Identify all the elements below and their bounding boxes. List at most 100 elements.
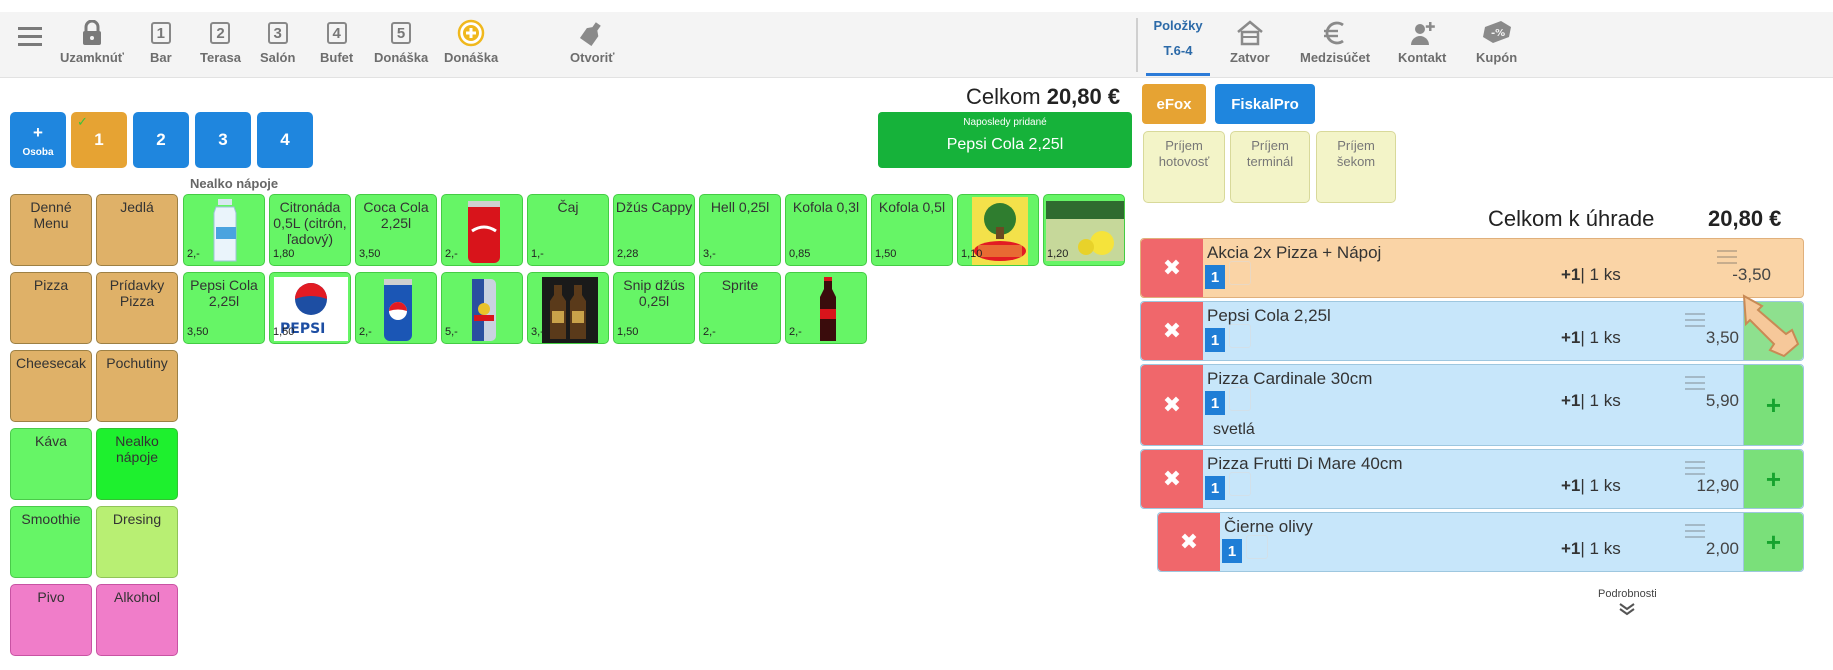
person-badge: 1	[1205, 476, 1225, 500]
lock-button[interactable]: Uzamknúť	[60, 18, 124, 74]
table-bufet-button[interactable]: 4 Bufet	[320, 18, 353, 74]
subtotal-button[interactable]: Medzisúčet	[1300, 18, 1370, 74]
hamburger-menu-button[interactable]	[18, 26, 42, 82]
table-salon-button[interactable]: 3 Salón	[260, 18, 295, 74]
product-dzus-cappy[interactable]: Džús Cappy 2,28	[613, 194, 695, 266]
product-price: 3,-	[531, 326, 544, 338]
category-alkohol[interactable]: Alkohol	[96, 584, 178, 656]
coupon-button[interactable]: -% Kupón	[1476, 18, 1517, 74]
order-item[interactable]: ✖ Pizza Cardinale 30cm 1 +1| 1 ks 5,90 s…	[1140, 364, 1804, 446]
product-cola-bottle[interactable]: 2,-	[785, 272, 867, 344]
qty-increment[interactable]: +1	[1561, 539, 1581, 558]
note-icon[interactable]	[1246, 535, 1268, 559]
add-item-button[interactable]: +	[1743, 450, 1803, 508]
coupon-label: Kupón	[1476, 50, 1518, 65]
fiskalpro-button[interactable]: FiskalPro	[1215, 84, 1315, 124]
product-caj[interactable]: Čaj 1,-	[527, 194, 609, 266]
contact-button[interactable]: Kontakt	[1398, 18, 1446, 74]
add-item-button[interactable]: +	[1743, 513, 1803, 571]
product-pepsi-2-25[interactable]: Pepsi Cola 2,25l 3,50	[183, 272, 265, 344]
person-4-button[interactable]: 4	[257, 112, 313, 168]
product-coke-can[interactable]: 2,-	[441, 194, 523, 266]
order-item-name: Akcia 2x Pizza + Nápoj	[1207, 243, 1382, 262]
order-item[interactable]: ✖ Pepsi Cola 2,25l 1 +1| 1 ks 3,50	[1140, 301, 1804, 361]
product-citronada[interactable]: Citronáda 0,5L (citrón, ľadový) 1,80	[269, 194, 351, 266]
last-added-button[interactable]: Naposledy pridané Pepsi Cola 2,25l	[878, 112, 1132, 168]
category-jedla[interactable]: Jedlá	[96, 194, 178, 266]
product-dark-bottles[interactable]: 3,-	[527, 272, 609, 344]
close-bill-button[interactable]: Zatvor	[1230, 18, 1270, 74]
product-hell[interactable]: Hell 0,25l 3,-	[699, 194, 781, 266]
product-redbull[interactable]: 5,-	[441, 272, 523, 344]
delete-item-button[interactable]: ✖	[1158, 513, 1220, 571]
delete-item-button[interactable]: ✖	[1141, 365, 1203, 445]
table-terasa-button[interactable]: 2 Terasa	[200, 18, 241, 74]
drag-handle-icon[interactable]	[1685, 375, 1705, 391]
product-coca-cola-2-25[interactable]: Coca Cola 2,25l 3,50	[355, 194, 437, 266]
pay-check-button[interactable]: Príjem šekom	[1316, 131, 1396, 203]
drag-handle-icon[interactable]	[1717, 249, 1737, 265]
category-smoothie[interactable]: Smoothie	[10, 506, 92, 578]
category-cheesecak[interactable]: Cheesecak	[10, 350, 92, 422]
product-snip-dzus[interactable]: Snip džús 0,25l 1,50	[613, 272, 695, 344]
product-kofola-0-5[interactable]: Kofola 0,5l 1,50	[871, 194, 953, 266]
note-icon[interactable]	[1229, 324, 1251, 348]
pay-cash-button[interactable]: Príjem hotovosť	[1143, 131, 1225, 203]
dark-bottles-image	[542, 277, 598, 343]
pointer-hand-icon	[1742, 294, 1800, 358]
amount-due-value: 20,80 €	[1708, 206, 1782, 231]
product-water[interactable]: 2,-	[183, 194, 265, 266]
svg-text:-%: -%	[1491, 28, 1505, 39]
pepsi-light-image: PEPSI	[274, 277, 348, 341]
note-icon[interactable]	[1229, 472, 1251, 496]
category-nealko-napoje[interactable]: Nealko nápoje	[96, 428, 178, 500]
delete-item-button[interactable]: ✖	[1141, 239, 1203, 297]
person-2-button[interactable]: 2	[133, 112, 189, 168]
drag-handle-icon[interactable]	[1685, 460, 1705, 476]
note-icon[interactable]	[1229, 387, 1251, 411]
product-kofola-0-3[interactable]: Kofola 0,3l 0,85	[785, 194, 867, 266]
add-person-button[interactable]: + Osoba	[10, 112, 66, 168]
table-bar-button[interactable]: 1 Bar	[150, 18, 172, 74]
product-name: Snip džús 0,25l	[623, 277, 685, 309]
delete-item-button[interactable]: ✖	[1141, 302, 1203, 360]
add-donaska-button[interactable]: Donáška	[444, 18, 498, 74]
category-kava[interactable]: Káva	[10, 428, 92, 500]
open-button[interactable]: Otvoriť	[570, 18, 615, 74]
total-value: 20,80 €	[1046, 84, 1121, 109]
efox-button[interactable]: eFox	[1142, 84, 1206, 124]
order-item-addon[interactable]: ✖ Čierne olivy 1 +1| 1 ks 2,00 +	[1157, 512, 1804, 572]
product-rauch[interactable]: 1,10	[957, 194, 1039, 266]
category-pridavky-pizza[interactable]: Prídavky Pizza	[96, 272, 178, 344]
category-pizza[interactable]: Pizza	[10, 272, 92, 344]
rauch-logo-image	[972, 197, 1028, 265]
product-pepsi-light[interactable]: PEPSI 1,50	[269, 272, 351, 344]
person-1-button[interactable]: ✓ 1	[71, 112, 127, 168]
delete-item-button[interactable]: ✖	[1141, 450, 1203, 508]
order-item[interactable]: ✖ Pizza Frutti Di Mare 40cm 1 +1| 1 ks 1…	[1140, 449, 1804, 509]
table-donaska-button[interactable]: 5 Donáška	[374, 18, 428, 74]
details-toggle[interactable]: Podrobnosti	[1598, 588, 1657, 619]
category-dresing[interactable]: Dresing	[96, 506, 178, 578]
pay-terminal-button[interactable]: Príjem terminál	[1230, 131, 1310, 203]
person-badge: 1	[1205, 328, 1225, 352]
note-icon[interactable]	[1229, 261, 1251, 285]
add-item-button[interactable]: +	[1743, 365, 1803, 445]
qty-increment[interactable]: +1	[1561, 328, 1581, 347]
person-badge: 1	[1222, 539, 1242, 563]
qty-increment[interactable]: +1	[1561, 265, 1581, 284]
product-lemon-radler[interactable]: 1,20	[1043, 194, 1125, 266]
drag-handle-icon[interactable]	[1685, 312, 1705, 328]
order-item[interactable]: ✖ Akcia 2x Pizza + Nápoj 1 +1| 1 ks -3,5…	[1140, 238, 1804, 298]
product-sprite[interactable]: Sprite 2,-	[699, 272, 781, 344]
person-3-button[interactable]: 3	[195, 112, 251, 168]
qty-increment[interactable]: +1	[1561, 476, 1581, 495]
category-pivo[interactable]: Pivo	[10, 584, 92, 656]
order-item-price: 3,50	[1705, 328, 1739, 347]
tab-items[interactable]: Položky T.6-4	[1146, 18, 1210, 76]
product-pepsi-can[interactable]: 2,-	[355, 272, 437, 344]
drag-handle-icon[interactable]	[1685, 523, 1705, 539]
qty-increment[interactable]: +1	[1561, 391, 1581, 410]
category-denne-menu[interactable]: Denné Menu	[10, 194, 92, 266]
category-pochutiny[interactable]: Pochutiny	[96, 350, 178, 422]
